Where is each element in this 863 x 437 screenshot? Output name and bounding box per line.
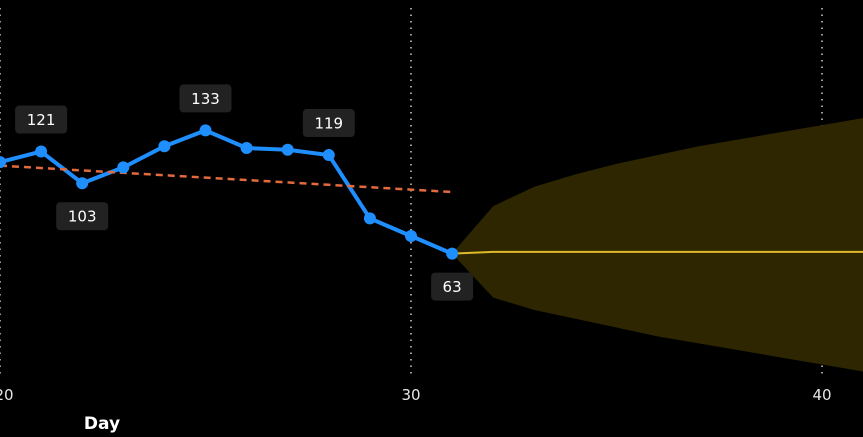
data-point <box>446 247 459 260</box>
points-group <box>0 124 459 260</box>
data-labels: 121 103 133 119 63 <box>15 84 474 301</box>
data-point <box>281 143 294 156</box>
series-line-actual <box>0 128 455 256</box>
x-tick-label: 20 <box>0 386 14 404</box>
data-point <box>240 142 253 155</box>
data-point <box>363 212 376 225</box>
data-point <box>0 156 6 169</box>
x-axis-title: Day <box>84 414 120 434</box>
data-label: 119 <box>314 115 343 133</box>
series-line-trend <box>0 164 453 194</box>
data-label-box <box>15 105 68 134</box>
data-label-box <box>302 109 355 138</box>
forecast-band <box>452 118 863 372</box>
data-label: 133 <box>191 90 220 108</box>
x-tick-label: 40 <box>812 386 831 404</box>
x-tick-label: 30 <box>401 386 420 404</box>
data-label-box <box>56 202 109 231</box>
data-point <box>35 145 48 158</box>
data-point <box>76 177 89 190</box>
data-point <box>405 230 417 243</box>
series-group <box>0 128 863 256</box>
data-point <box>322 149 335 162</box>
data-point <box>117 161 130 174</box>
data-label: 121 <box>27 111 56 129</box>
data-label: 103 <box>68 208 97 226</box>
data-point <box>158 140 171 153</box>
series-line-forecast <box>451 250 863 255</box>
x-axis-ticks: 20 30 40 <box>0 386 832 404</box>
data-label-box <box>431 272 474 301</box>
data-label: 63 <box>443 278 462 296</box>
forecast-band-area <box>452 118 863 372</box>
data-point <box>199 124 212 137</box>
data-label-box <box>179 84 232 113</box>
